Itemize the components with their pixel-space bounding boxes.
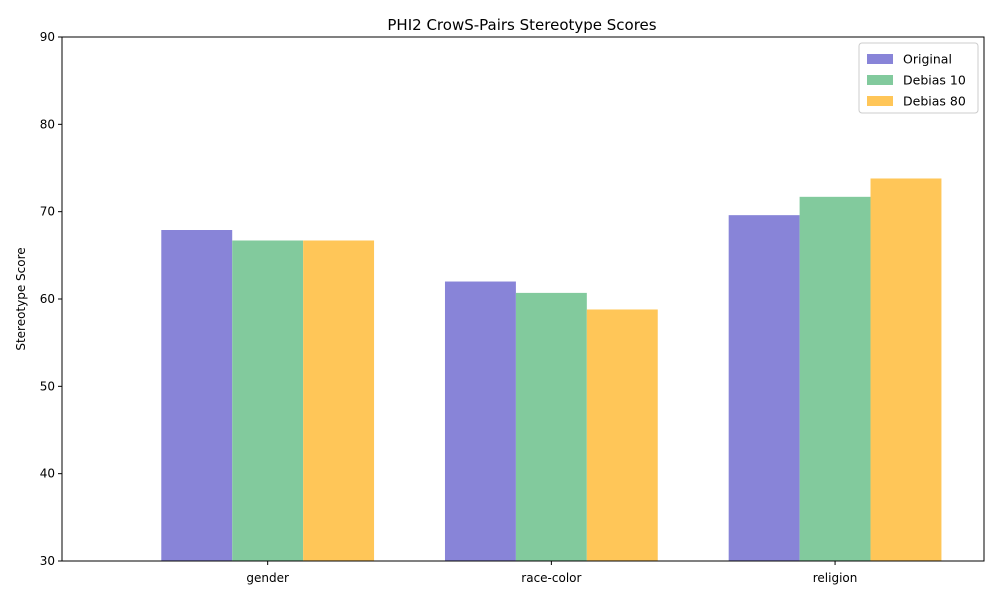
bar-debias-10-race-color: [515, 292, 587, 561]
legend-swatch-debias-80: [867, 96, 893, 106]
y-tick-label: 80: [40, 117, 55, 131]
legend-swatch-debias-10: [867, 75, 893, 85]
bar-debias-10-gender: [232, 240, 304, 562]
y-axis-label: Stereotype Score: [14, 247, 28, 350]
legend-label: Debias 10: [903, 73, 966, 88]
bar-debias-10-religion: [799, 196, 871, 561]
axes-layer: 30 40 50 60 70 80 90 gender race-color religion: [40, 30, 985, 585]
x-tick-label: religion: [813, 571, 858, 585]
bar-debias-80-gender: [303, 240, 375, 562]
y-tick-label: 40: [40, 467, 55, 481]
x-tick-label: gender: [246, 571, 289, 585]
bar-original-religion: [728, 215, 800, 561]
y-tick-label: 70: [40, 205, 55, 219]
y-tick-label: 30: [40, 554, 55, 568]
bar-original-race-color: [444, 281, 516, 561]
x-tick-label: race-color: [521, 571, 581, 585]
bar-original-gender: [161, 230, 233, 561]
legend-swatch-original: [867, 54, 893, 64]
bar-debias-80-religion: [870, 178, 942, 562]
y-tick-label: 50: [40, 379, 55, 393]
legend-label: Debias 80: [903, 94, 966, 109]
bars-layer: [161, 178, 942, 562]
legend: Original Debias 10 Debias 80: [858, 42, 979, 114]
y-tick-label: 90: [40, 30, 55, 44]
bar-debias-80-race-color: [586, 309, 658, 561]
legend-label: Original: [903, 52, 952, 67]
y-tick-label: 60: [40, 292, 55, 306]
chart-title: PHI2 CrowS-Pairs Stereotype Scores: [387, 16, 656, 34]
